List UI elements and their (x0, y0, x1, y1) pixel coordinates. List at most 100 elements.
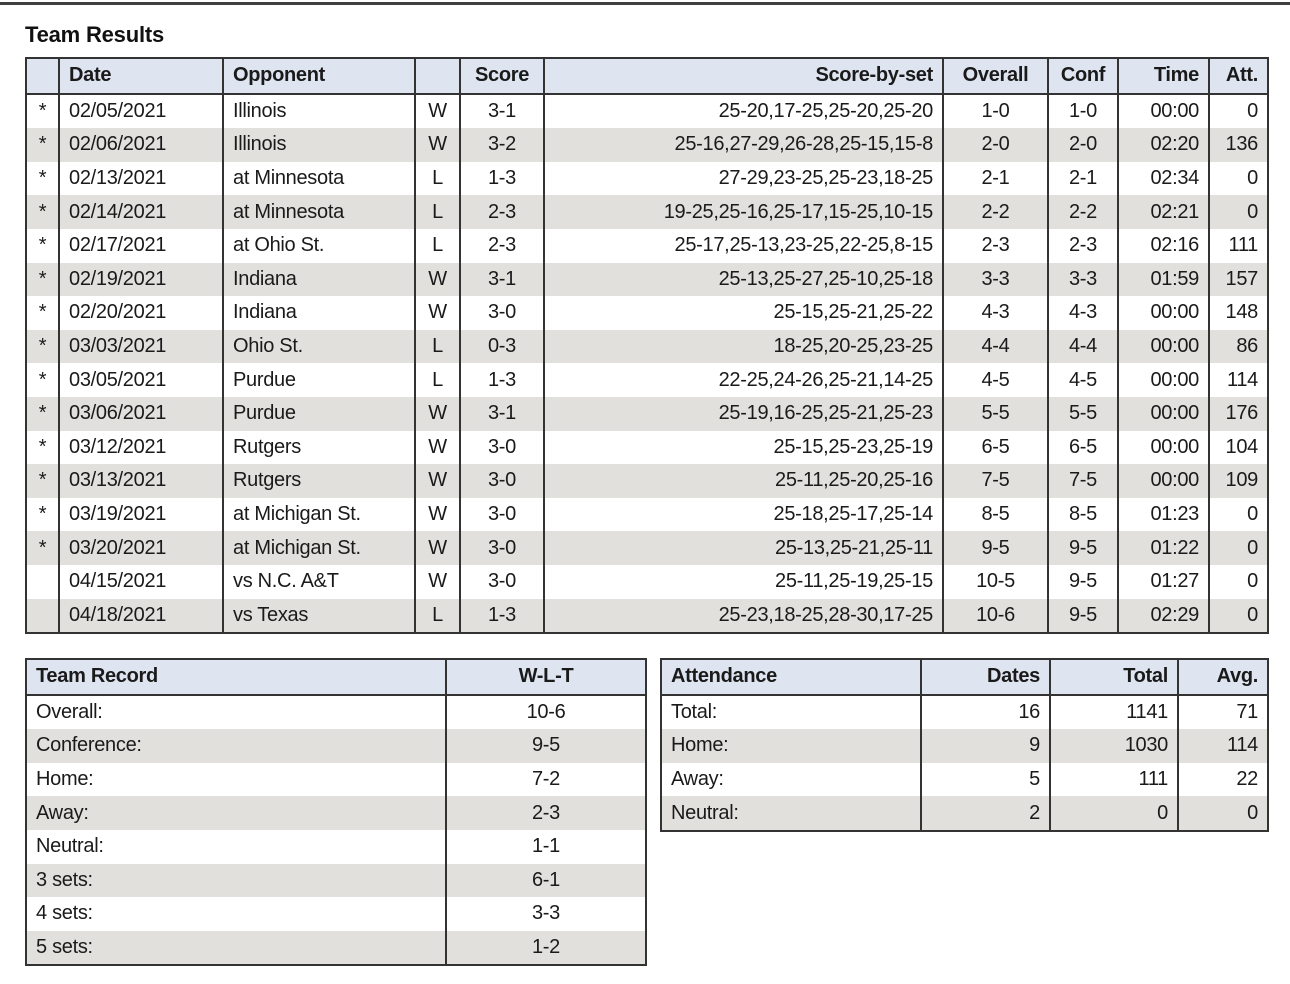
team-record-table: Team Record W-L-T Overall: 10-6 Conferen… (25, 658, 647, 967)
conf-cell: 7-5 (1047, 464, 1118, 498)
date-cell: 02/05/2021 (58, 93, 223, 129)
score-cell: 3-1 (459, 93, 544, 129)
attendance-avg: 114 (1177, 729, 1268, 763)
overall-cell: 3-3 (942, 262, 1048, 297)
time-cell: 02:16 (1117, 228, 1209, 263)
score-cell: 1-3 (459, 598, 544, 634)
score-by-set-cell: 25-23,18-25,28-30,17-25 (543, 598, 943, 634)
conf-cell: 2-0 (1047, 128, 1118, 162)
record-label: 5 sets: (25, 930, 446, 966)
star-cell: * (25, 329, 59, 364)
opponent-cell: Rutgers (222, 430, 415, 465)
attendance-total: 1141 (1049, 694, 1178, 730)
table-row: * 03/20/2021 at Michigan St. W 3-0 25-13… (25, 531, 1268, 565)
att-cell: 0 (1208, 564, 1268, 599)
time-cell: 00:00 (1117, 363, 1209, 397)
score-cell: 3-1 (459, 262, 544, 297)
date-cell: 03/03/2021 (58, 329, 223, 364)
attendance-label: Neutral: (660, 796, 921, 831)
time-column-header: Time (1117, 58, 1209, 95)
score-cell: 3-0 (459, 497, 544, 532)
conf-column-header: Conf (1047, 58, 1118, 95)
attendance-total: 111 (1049, 762, 1178, 797)
score-cell: 2-3 (459, 228, 544, 263)
table-row: * 03/19/2021 at Michigan St. W 3-0 25-18… (25, 497, 1268, 532)
overall-cell: 6-5 (942, 430, 1048, 465)
overall-column-header: Overall (942, 58, 1048, 95)
overall-cell: 1-0 (942, 93, 1048, 129)
time-cell: 00:00 (1117, 93, 1209, 129)
time-cell: 00:00 (1117, 464, 1209, 498)
score-by-set-cell: 25-19,16-25,25-21,25-23 (543, 396, 943, 431)
record-value: 1-2 (445, 930, 646, 966)
date-cell: 03/20/2021 (58, 531, 223, 565)
att-cell: 0 (1208, 195, 1268, 229)
date-column-header: Date (58, 58, 223, 95)
date-cell: 02/06/2021 (58, 128, 223, 162)
date-cell: 04/18/2021 (58, 598, 223, 634)
winloss-cell: W (414, 564, 460, 599)
date-cell: 02/13/2021 (58, 161, 223, 196)
attendance-total: 0 (1049, 796, 1178, 831)
winloss-cell: L (414, 161, 460, 196)
table-row: * 03/12/2021 Rutgers W 3-0 25-15,25-23,2… (25, 430, 1268, 465)
overall-cell: 8-5 (942, 497, 1048, 532)
winloss-cell: W (414, 497, 460, 532)
list-item: 3 sets: 6-1 (25, 863, 646, 898)
conf-cell: 6-5 (1047, 430, 1118, 465)
table-row: * 02/06/2021 Illinois W 3-2 25-16,27-29,… (25, 128, 1268, 162)
winloss-cell: L (414, 329, 460, 364)
score-cell: 3-0 (459, 430, 544, 465)
table-row: 04/15/2021 vs N.C. A&T W 3-0 25-11,25-19… (25, 564, 1268, 599)
score-cell: 3-0 (459, 296, 544, 330)
score-cell: 3-2 (459, 128, 544, 162)
score-cell: 1-3 (459, 161, 544, 196)
conf-cell: 2-3 (1047, 228, 1118, 263)
record-header-row: Team Record W-L-T (25, 659, 646, 696)
attendance-avg: 71 (1177, 694, 1268, 730)
record-label: 3 sets: (25, 863, 446, 898)
score-cell: 3-1 (459, 396, 544, 431)
time-cell: 01:59 (1117, 262, 1209, 297)
winloss-cell: W (414, 93, 460, 129)
conf-cell: 8-5 (1047, 497, 1118, 532)
table-row: * 02/13/2021 at Minnesota L 1-3 27-29,23… (25, 161, 1268, 196)
att-cell: 86 (1208, 329, 1268, 364)
wlt-column-header: W-L-T (445, 659, 646, 696)
star-cell (25, 564, 59, 599)
star-cell: * (25, 93, 59, 129)
record-value: 10-6 (445, 694, 646, 730)
opponent-cell: at Michigan St. (222, 531, 415, 565)
score-by-set-cell: 25-13,25-21,25-11 (543, 531, 943, 565)
conf-cell: 3-3 (1047, 262, 1118, 297)
record-label: 4 sets: (25, 897, 446, 931)
date-cell: 03/19/2021 (58, 497, 223, 532)
list-item: 4 sets: 3-3 (25, 897, 646, 931)
score-by-set-column-header: Score-by-set (543, 58, 943, 95)
star-cell: * (25, 128, 59, 162)
attendance-table: Attendance Dates Total Avg. Total: 16 11… (660, 658, 1269, 832)
record-value: 7-2 (445, 762, 646, 797)
star-cell: * (25, 396, 59, 431)
date-cell: 02/17/2021 (58, 228, 223, 263)
attendance-title: Attendance (660, 659, 921, 696)
star-cell (25, 598, 59, 634)
record-label: Overall: (25, 694, 446, 730)
opponent-cell: Indiana (222, 262, 415, 297)
date-cell: 02/14/2021 (58, 195, 223, 229)
overall-cell: 2-0 (942, 128, 1048, 162)
score-by-set-cell: 22-25,24-26,25-21,14-25 (543, 363, 943, 397)
opponent-cell: Purdue (222, 396, 415, 431)
time-cell: 00:00 (1117, 296, 1209, 330)
conf-cell: 4-5 (1047, 363, 1118, 397)
score-by-set-cell: 18-25,20-25,23-25 (543, 329, 943, 364)
att-cell: 148 (1208, 296, 1268, 330)
time-cell: 00:00 (1117, 396, 1209, 431)
overall-cell: 4-4 (942, 329, 1048, 364)
winloss-cell: W (414, 128, 460, 162)
team-results-table: Date Opponent Score Score-by-set Overall… (25, 57, 1269, 635)
table-row: * 02/17/2021 at Ohio St. L 2-3 25-17,25-… (25, 228, 1268, 263)
star-cell: * (25, 363, 59, 397)
attendance-label: Away: (660, 762, 921, 797)
attendance-avg: 22 (1177, 762, 1268, 797)
